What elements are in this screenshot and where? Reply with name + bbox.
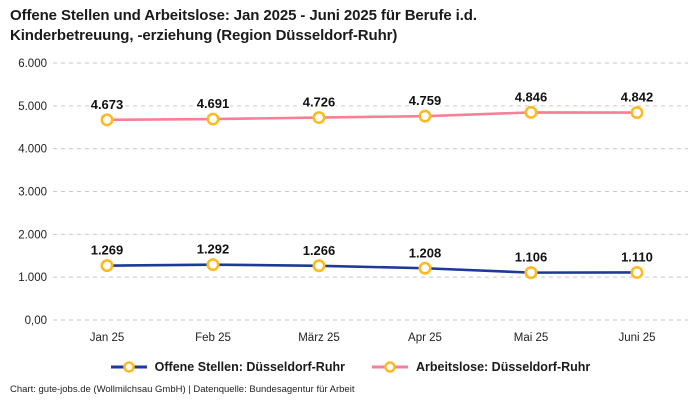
- source-attribution: Chart: gute-jobs.de (Wollmilchsau GmbH) …: [10, 384, 355, 395]
- y-axis-tick: 1.000: [18, 272, 47, 284]
- y-axis-tick: 3.000: [18, 187, 47, 199]
- chart-legend: Offene Stellen: Düsseldorf-Ruhr Arbeitsl…: [0, 360, 700, 374]
- data-point: [100, 259, 114, 273]
- data-point: [206, 258, 220, 272]
- data-label: 4.842: [621, 90, 654, 105]
- data-point: [418, 109, 432, 123]
- x-axis-tick: Apr 25: [408, 332, 442, 344]
- data-label: 4.759: [409, 93, 442, 108]
- series-line: [105, 111, 639, 122]
- y-axis-tick: 5.000: [18, 101, 47, 113]
- data-label: 1.266: [303, 243, 336, 258]
- data-point: [524, 266, 538, 280]
- data-point: [206, 112, 220, 126]
- data-point: [418, 261, 432, 275]
- legend-item-arbeitslose[interactable]: Arbeitslose: Düsseldorf-Ruhr: [371, 360, 590, 374]
- series-line: [105, 263, 639, 274]
- data-label: 1.106: [515, 250, 548, 265]
- chart-title: Offene Stellen und Arbeitslose: Jan 2025…: [10, 6, 477, 47]
- x-axis-tick: Juni 25: [618, 332, 655, 344]
- data-label: 4.673: [91, 97, 124, 112]
- y-axis-tick: 0,00: [25, 315, 47, 327]
- data-label: 1.269: [91, 243, 124, 258]
- data-label: 4.726: [303, 95, 336, 110]
- data-point: [524, 105, 538, 119]
- data-point: [100, 113, 114, 127]
- legend-item-offene-stellen[interactable]: Offene Stellen: Düsseldorf-Ruhr: [110, 360, 345, 374]
- x-axis-tick: Feb 25: [195, 332, 231, 344]
- data-point: [630, 265, 644, 279]
- data-label: 4.846: [515, 89, 548, 104]
- legend-label: Offene Stellen: Düsseldorf-Ruhr: [154, 360, 345, 374]
- y-axis-tick: 2.000: [18, 229, 47, 241]
- data-label: 1.208: [409, 245, 442, 260]
- data-label: 1.110: [621, 249, 653, 264]
- legend-line-marker-icon: [110, 361, 147, 373]
- y-axis-tick: 4.000: [18, 144, 47, 156]
- chart-title-line1: Offene Stellen und Arbeitslose: Jan 2025…: [10, 7, 477, 24]
- chart-title-line2: Kinderbetreuung, -erziehung (Region Düss…: [10, 27, 398, 45]
- data-label: 1.292: [197, 242, 230, 257]
- data-point: [312, 111, 326, 125]
- legend-label: Arbeitslose: Düsseldorf-Ruhr: [415, 360, 591, 374]
- x-axis-tick: Jan 25: [90, 332, 125, 344]
- x-axis-tick: März 25: [298, 332, 340, 344]
- data-label: 4.691: [197, 96, 230, 111]
- y-axis-tick: 6.000: [18, 58, 47, 70]
- x-axis-tick: Mai 25: [514, 332, 549, 344]
- data-point: [312, 259, 326, 273]
- data-point: [630, 106, 644, 120]
- legend-line-marker-icon: [371, 361, 408, 373]
